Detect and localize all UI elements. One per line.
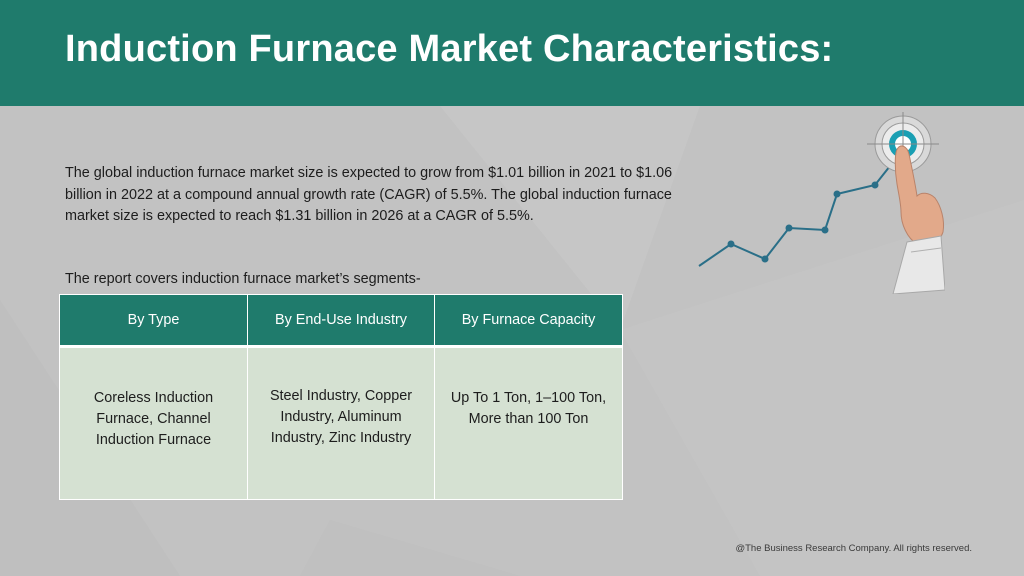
cell-end-use-values: Steel Industry, Copper Industry, Aluminu… (247, 346, 435, 500)
header-bar: Induction Furnace Market Characteristics… (0, 0, 1024, 106)
intro-paragraph: The global induction furnace market size… (65, 165, 673, 224)
table-row: Coreless Induction Furnace, Channel Indu… (59, 346, 623, 500)
copyright-footer: @The Business Research Company. All righ… (735, 543, 972, 554)
growth-chart-target-hand-icon (698, 112, 945, 294)
cell-capacity-values: Up To 1 Ton, 1–100 Ton, More than 100 To… (434, 346, 623, 500)
header-by-end-use-industry: By End-Use Industry (247, 294, 435, 348)
segments-label: The report covers induction furnace mark… (65, 271, 421, 287)
growth-line-icon (698, 151, 902, 267)
pointing-hand-icon (892, 145, 945, 294)
table-header-row: By Type By End-Use Industry By Furnace C… (59, 294, 623, 348)
header-by-type: By Type (59, 294, 248, 348)
page-title: Induction Furnace Market Characteristics… (65, 28, 834, 70)
segments-table: By Type By End-Use Industry By Furnace C… (59, 294, 623, 500)
header-by-furnace-capacity: By Furnace Capacity (434, 294, 623, 348)
cell-type-values: Coreless Induction Furnace, Channel Indu… (59, 346, 248, 500)
